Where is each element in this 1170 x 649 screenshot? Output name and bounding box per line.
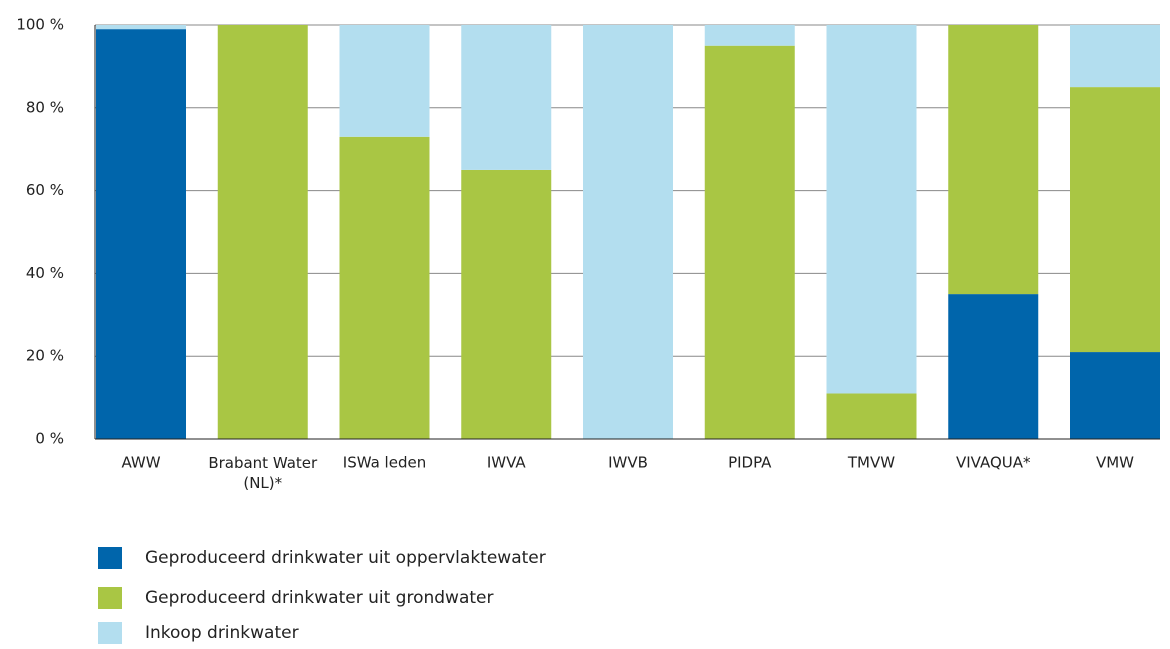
x-tick-label: VMW [1096, 454, 1134, 472]
x-tick-label: Brabant Water (NL)* [208, 454, 318, 492]
x-tick-label: PIDPA [728, 454, 772, 472]
legend-swatch [98, 622, 122, 644]
legend: Geproduceerd drinkwater uit oppervlaktew… [98, 547, 546, 644]
legend-swatch [98, 587, 122, 609]
x-tick-label: VIVAQUA* [956, 454, 1031, 472]
bar-segment [339, 136, 430, 439]
y-tick-label: 20 % [26, 347, 64, 365]
bar-segment [826, 393, 917, 439]
bar-segment [461, 25, 552, 170]
bar-segment [583, 25, 673, 439]
bar-segment [1070, 25, 1160, 88]
x-tick-label: TMVW [847, 454, 895, 472]
y-tick-label: 60 % [26, 181, 64, 199]
bar-segment [948, 294, 1039, 439]
x-tick-label: IWVB [608, 454, 648, 472]
legend-label: Geproduceerd drinkwater uit oppervlaktew… [145, 548, 546, 568]
y-tick-label: 80 % [26, 98, 64, 116]
bar-segment [217, 25, 308, 439]
y-tick-label: 0 % [35, 430, 64, 448]
x-tick-label: ISWa leden [343, 454, 426, 472]
bar-segment [948, 25, 1039, 295]
y-tick-label: 40 % [26, 264, 64, 282]
bar-segment [704, 45, 795, 439]
legend-label: Inkoop drinkwater [145, 623, 299, 643]
bar-segment [1070, 352, 1160, 439]
legend-swatch [98, 547, 122, 569]
bar-segment [339, 25, 430, 137]
bar-segment [96, 29, 186, 439]
bar-segment [826, 25, 917, 394]
bar-segment [704, 25, 795, 46]
x-tick-label: AWW [121, 454, 160, 472]
bar-segment [1070, 87, 1160, 353]
x-tick-label: IWVA [487, 454, 527, 472]
bar-segment [461, 169, 552, 439]
bar-segment [96, 25, 186, 30]
y-tick-label: 100 % [16, 16, 64, 34]
legend-label: Geproduceerd drinkwater uit grondwater [145, 588, 494, 608]
